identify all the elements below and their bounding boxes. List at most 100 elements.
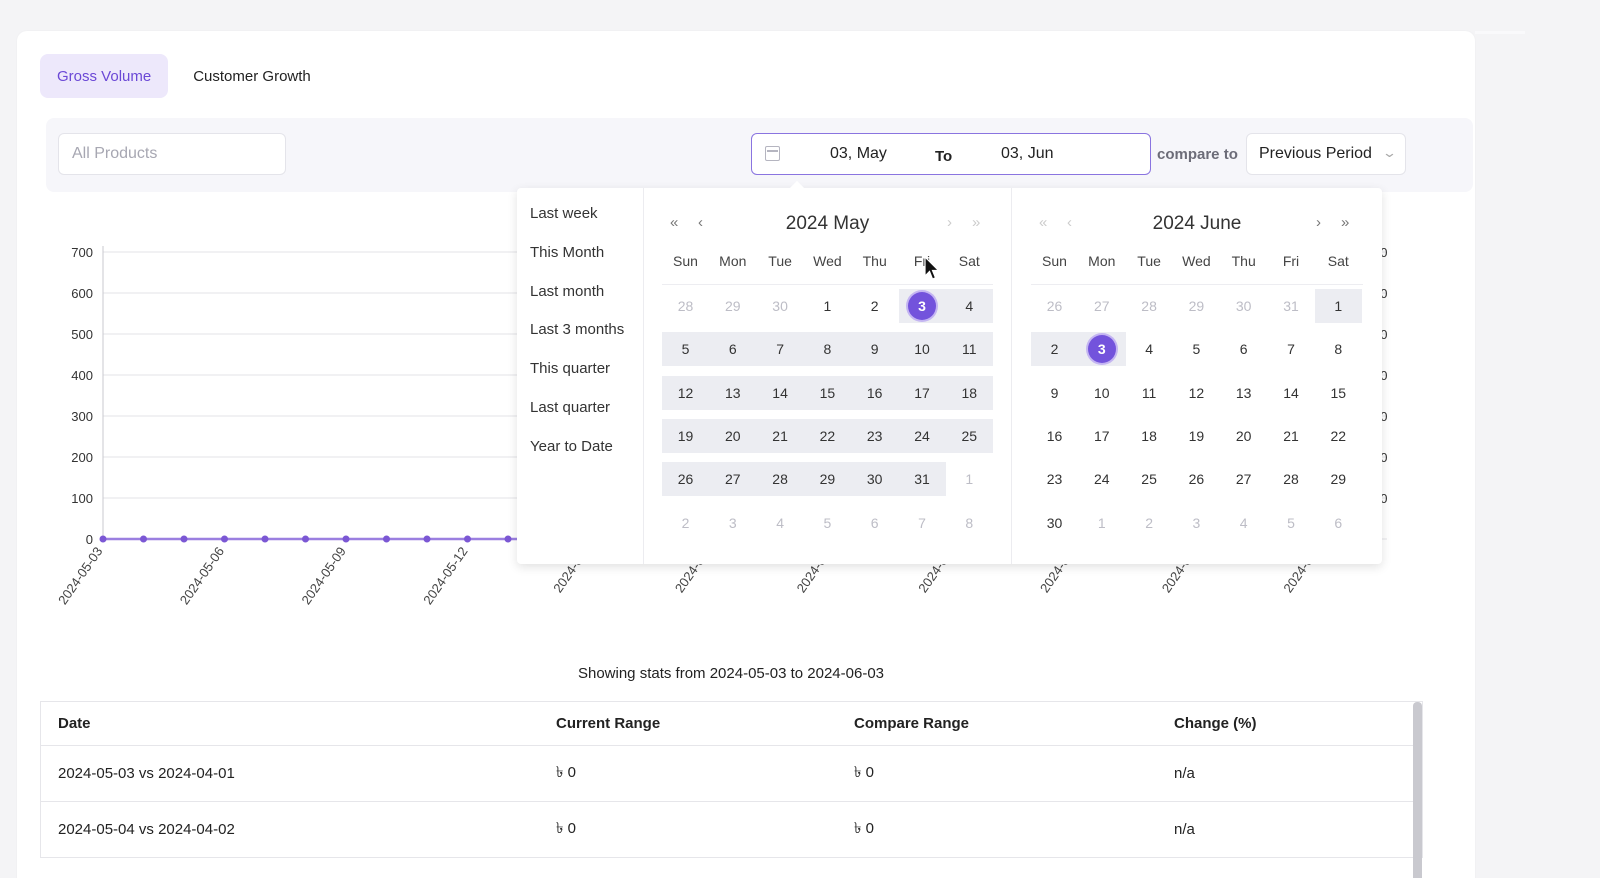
- calendar-day[interactable]: 9: [1031, 376, 1078, 410]
- calendar-day[interactable]: 2: [662, 506, 709, 540]
- calendar-day[interactable]: 1: [804, 289, 851, 323]
- preset-option[interactable]: Last month: [530, 282, 605, 300]
- date-end-value[interactable]: 03, Jun: [1001, 145, 1054, 162]
- prev-year-icon[interactable]: «: [670, 214, 679, 231]
- calendar-day[interactable]: 19: [662, 419, 709, 453]
- calendar-day[interactable]: 7: [1268, 332, 1315, 366]
- calendar-day[interactable]: 31: [899, 462, 946, 496]
- calendar-day[interactable]: 10: [1078, 376, 1125, 410]
- calendar-day[interactable]: 29: [1315, 462, 1362, 496]
- calendar-day[interactable]: 25: [946, 419, 993, 453]
- calendar-day[interactable]: 6: [1220, 332, 1267, 366]
- calendar-day[interactable]: 15: [1315, 376, 1362, 410]
- calendar-day[interactable]: 26: [1031, 289, 1078, 323]
- calendar-day[interactable]: 14: [757, 376, 804, 410]
- calendar-day[interactable]: 21: [757, 419, 804, 453]
- selected-day[interactable]: 3: [899, 289, 946, 323]
- calendar-day[interactable]: 11: [946, 332, 993, 366]
- calendar-day[interactable]: 17: [1078, 419, 1125, 453]
- calendar-day[interactable]: 28: [662, 289, 709, 323]
- calendar-day[interactable]: 7: [757, 332, 804, 366]
- calendar-day[interactable]: 19: [1173, 419, 1220, 453]
- preset-option[interactable]: This Month: [530, 243, 605, 261]
- prev-month-icon[interactable]: ‹: [698, 214, 703, 231]
- calendar-day[interactable]: 4: [1220, 506, 1267, 540]
- calendar-day[interactable]: 5: [662, 332, 709, 366]
- date-start-value[interactable]: 03, May: [830, 145, 887, 162]
- preset-option[interactable]: This quarter: [530, 360, 611, 378]
- calendar-day[interactable]: 29: [709, 289, 756, 323]
- calendar-day[interactable]: 27: [1220, 462, 1267, 496]
- selected-day[interactable]: 3: [1078, 332, 1125, 366]
- calendar-day[interactable]: 23: [851, 419, 898, 453]
- calendar-day[interactable]: 24: [1078, 462, 1125, 496]
- next-year-icon[interactable]: »: [972, 214, 981, 231]
- calendar-day[interactable]: 12: [1173, 376, 1220, 410]
- tab-customer-growth[interactable]: Customer Growth: [193, 67, 311, 85]
- calendar-day[interactable]: 27: [1078, 289, 1125, 323]
- calendar-day[interactable]: 22: [804, 419, 851, 453]
- preset-option[interactable]: Last 3 months: [530, 321, 625, 339]
- prev-year-icon[interactable]: «: [1039, 214, 1048, 231]
- calendar-day[interactable]: 25: [1126, 462, 1173, 496]
- calendar-day[interactable]: 4: [757, 506, 804, 540]
- calendar-day[interactable]: 5: [1268, 506, 1315, 540]
- calendar-day[interactable]: 28: [1268, 462, 1315, 496]
- calendar-day[interactable]: 26: [1173, 462, 1220, 496]
- next-month-icon[interactable]: ›: [1316, 214, 1321, 231]
- date-range-input[interactable]: 03, May To 03, Jun: [751, 133, 1151, 175]
- calendar-day[interactable]: 7: [899, 506, 946, 540]
- calendar-day[interactable]: 20: [709, 419, 756, 453]
- calendar-day[interactable]: 13: [709, 376, 756, 410]
- calendar-day[interactable]: 1: [1078, 506, 1125, 540]
- table-scrollbar[interactable]: [1413, 702, 1422, 878]
- calendar-day[interactable]: 9: [851, 332, 898, 366]
- calendar-day[interactable]: 3: [709, 506, 756, 540]
- calendar-day[interactable]: 18: [946, 376, 993, 410]
- calendar-day[interactable]: 20: [1220, 419, 1267, 453]
- calendar-day[interactable]: 8: [1315, 332, 1362, 366]
- calendar-day[interactable]: 30: [1031, 506, 1078, 540]
- preset-option[interactable]: Last quarter: [530, 399, 611, 416]
- calendar-day[interactable]: 17: [899, 376, 946, 410]
- calendar-day[interactable]: 26: [662, 462, 709, 496]
- calendar-day[interactable]: 30: [757, 289, 804, 323]
- calendar-day[interactable]: 6: [1315, 506, 1362, 540]
- calendar-day[interactable]: 21: [1268, 419, 1315, 453]
- calendar-day[interactable]: 16: [851, 376, 898, 410]
- preset-option[interactable]: Last week: [530, 205, 598, 222]
- calendar-day[interactable]: 30: [851, 462, 898, 496]
- calendar-day[interactable]: 31: [1268, 289, 1315, 323]
- calendar-day[interactable]: 12: [662, 376, 709, 410]
- calendar-day[interactable]: 29: [1173, 289, 1220, 323]
- calendar-day[interactable]: 27: [709, 462, 756, 496]
- calendar-day[interactable]: 23: [1031, 462, 1078, 496]
- calendar-day[interactable]: 16: [1031, 419, 1078, 453]
- calendar-day[interactable]: 15: [804, 376, 851, 410]
- calendar-day[interactable]: 8: [804, 332, 851, 366]
- calendar-day[interactable]: 22: [1315, 419, 1362, 453]
- next-month-icon[interactable]: ›: [947, 214, 952, 231]
- prev-month-icon[interactable]: ‹: [1067, 214, 1072, 231]
- next-year-icon[interactable]: »: [1341, 214, 1350, 231]
- calendar-day[interactable]: 30: [1220, 289, 1267, 323]
- calendar-day[interactable]: 1: [946, 462, 993, 496]
- calendar-day[interactable]: 5: [804, 506, 851, 540]
- calendar-day[interactable]: 4: [946, 289, 993, 323]
- calendar-day[interactable]: 10: [899, 332, 946, 366]
- calendar-day[interactable]: 29: [804, 462, 851, 496]
- calendar-day[interactable]: 2: [1031, 332, 1078, 366]
- tab-gross-volume[interactable]: Gross Volume: [40, 54, 169, 98]
- calendar-day[interactable]: 6: [709, 332, 756, 366]
- calendar-day[interactable]: 3: [1173, 506, 1220, 540]
- compare-period-select[interactable]: Previous Period ⌄: [1246, 133, 1406, 175]
- calendar-day[interactable]: 18: [1126, 419, 1173, 453]
- calendar-day[interactable]: 28: [757, 462, 804, 496]
- calendar-day[interactable]: 2: [1126, 506, 1173, 540]
- calendar-day[interactable]: 13: [1220, 376, 1267, 410]
- calendar-day[interactable]: 24: [899, 419, 946, 453]
- calendar-day[interactable]: 14: [1268, 376, 1315, 410]
- calendar-day[interactable]: 6: [851, 506, 898, 540]
- calendar-day[interactable]: 5: [1173, 332, 1220, 366]
- products-select[interactable]: All Products: [58, 133, 286, 175]
